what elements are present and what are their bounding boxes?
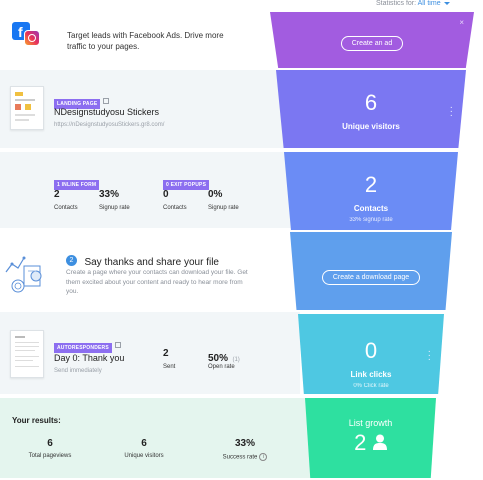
open-count: (1) [232,357,240,363]
inline-form-section: 1 INLINE FORM [54,173,100,191]
unique-visitors-value: 6 [364,90,378,115]
landing-page-row [0,70,300,148]
landing-page-url[interactable]: https://nDesignstudyosuStickers.gr8.com/ [54,122,165,128]
autoresponder-timing: Send immediately [54,368,102,374]
form-rate-label: Signup rate [99,205,130,211]
popup-rate-label: Signup rate [208,205,239,211]
total-pageviews-label: Total pageviews [28,453,72,459]
link-clicks-funnel-step: 0 Link clicks 0% Click rate · · · [298,314,444,394]
unique-visitors-label: Unique visitors [342,122,400,131]
results-visitors-value: 6 [141,438,147,449]
landing-page-thumbnail[interactable] [10,86,44,130]
exit-popup-section: 0 EXIT POPUPS [163,173,210,191]
statistics-filter-label: Statistics for: [376,0,417,7]
visitors-funnel-step: 6 Unique visitors · · · [276,70,466,148]
sent-value: 2 [163,348,169,359]
ads-row [0,10,300,68]
open-rate-value: 50% [208,353,229,364]
create-download-page-button[interactable]: Create a download page [321,270,421,285]
list-growth-value: 2 [354,430,367,455]
thank-you-description: Create a page where your contacts can do… [66,269,248,295]
chevron-down-icon[interactable] [443,1,450,5]
list-growth-label: List growth [348,418,393,428]
statistics-filter-value[interactable]: All time [417,0,441,7]
autoresponder-name[interactable]: Day 0: Thank you [54,353,125,363]
autoresponder-tag-wrap: AUTORESPONDERS [54,336,121,354]
link-clicks-value: 0 [364,338,378,363]
results-row [0,398,320,478]
exit-popups-tag[interactable]: 0 EXIT POPUPS [163,180,210,190]
person-icon [372,434,387,450]
more-icon[interactable]: · · · [427,346,432,365]
popup-contacts-value: 0 [163,189,169,200]
download-funnel-step: Create a download page [290,232,452,310]
sent-label: Sent [163,364,176,370]
instagram-icon [24,30,40,46]
autoresponders-tag: AUTORESPONDERS [54,343,112,353]
ads-funnel-step: × Create an ad [270,12,474,68]
open-rate-wrap: 50% (1) [208,348,240,366]
external-link-icon[interactable] [114,341,121,348]
total-pageviews-stat: 6 Total pageviews [20,438,80,459]
inline-form-tag[interactable]: 1 INLINE FORM [54,180,100,190]
thank-you-header: 2 Say thanks and share your file [66,252,219,270]
form-contacts-label: Contacts [54,205,78,211]
form-rate-value: 33% [99,189,120,200]
more-icon[interactable]: · · · [449,102,454,121]
form-contacts-value: 2 [54,189,60,200]
success-rate-value: 33% [234,438,255,449]
success-rate-label: Success rate [222,454,258,461]
step-number: 2 [66,255,77,267]
landing-page-tag: LANDING PAGE [54,99,101,109]
autoresponder-row [0,312,300,394]
landing-page-name[interactable]: NDesignstudyosu Stickers [54,107,160,117]
statistics-filter[interactable]: Statistics for: All time [376,0,450,7]
success-rate-stat: 33% Success rate i [212,438,278,461]
results-visitors-label: Unique visitors [124,453,164,459]
thank-you-row [0,232,300,308]
forms-row [0,152,300,228]
landing-page-tag-wrap: LANDING PAGE [54,92,110,110]
create-ad-button[interactable]: Create an ad [340,36,404,51]
contacts-funnel-step: 2 Contacts 33% signup rate [284,152,458,230]
contacts-label: Contacts [353,204,389,213]
list-growth-funnel-step: List growth 2 [305,398,436,478]
popup-contacts-label: Contacts [163,205,187,211]
click-rate-sub: 0% Click rate [353,383,389,389]
share-file-illustration [4,246,48,294]
total-pageviews-value: 6 [47,438,53,449]
thank-you-title: Say thanks and share your file [84,257,219,268]
autoresponder-thumbnail[interactable] [10,330,44,378]
ads-text: Target leads with Facebook Ads. Drive mo… [67,31,224,51]
signup-rate-sub: 33% signup rate [349,217,393,223]
popup-rate-value: 0% [208,189,223,200]
results-title: Your results: [12,416,61,425]
info-icon[interactable]: i [259,453,268,461]
unique-visitors-stat: 6 Unique visitors [114,438,174,459]
link-clicks-label: Link clicks [350,370,392,379]
contacts-value: 2 [364,172,378,197]
open-rate-label: Open rate [208,364,235,370]
external-link-icon[interactable] [103,97,110,104]
close-icon[interactable]: × [459,18,464,27]
